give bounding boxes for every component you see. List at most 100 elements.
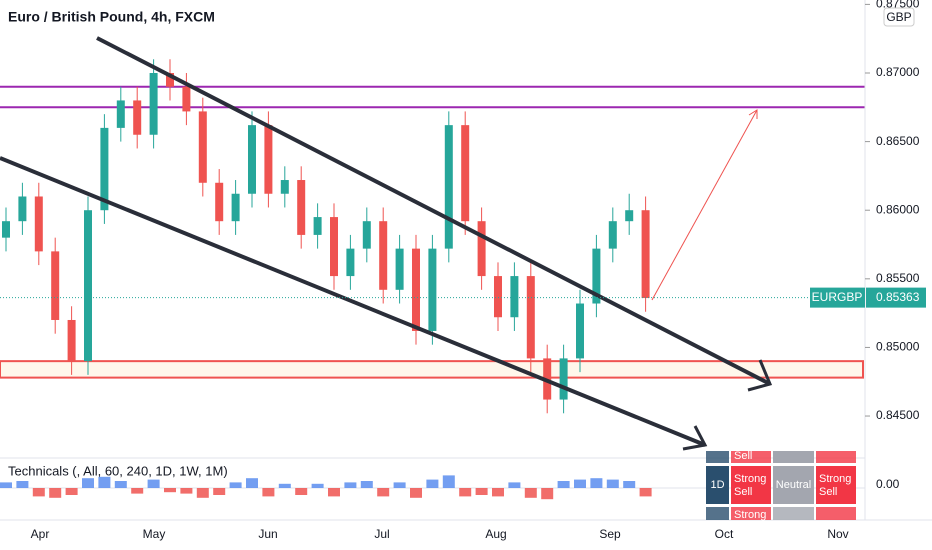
- candle-body: [526, 276, 535, 359]
- candle-body: [362, 221, 371, 249]
- indicator-bar: [590, 478, 603, 488]
- indicator-bar: [623, 481, 636, 488]
- indicator-bar: [98, 476, 111, 488]
- indicator-bar: [442, 475, 455, 488]
- table-top-cell: [773, 451, 814, 463]
- candle-body: [264, 125, 273, 194]
- indicator-bar: [65, 488, 78, 495]
- table-text: 1D: [710, 479, 724, 491]
- candle-body: [67, 319, 76, 362]
- y-tick-label: 0.85000: [876, 340, 920, 354]
- x-tick-label: Jul: [374, 527, 389, 541]
- indicator-bar: [524, 488, 537, 498]
- indicator-bar: [328, 488, 340, 497]
- y-tick-label: 0.87500: [876, 0, 920, 11]
- candle-body: [412, 248, 420, 331]
- y-tick-label: 0.84500: [876, 408, 920, 422]
- table-bottom-cell: [706, 507, 729, 520]
- indicator-bar: [508, 482, 521, 488]
- indicator-bar: [0, 482, 12, 488]
- candle-body: [34, 196, 43, 252]
- table-cell: [731, 466, 771, 504]
- table-top-cell: [731, 451, 771, 463]
- candle-body: [100, 127, 109, 211]
- table-cell: [773, 466, 814, 504]
- indicator-bar: [180, 488, 193, 494]
- y-tick-label: 0.85500: [876, 271, 920, 285]
- table-bottom-cell: [816, 507, 856, 520]
- indicator-title: Technicals (, All, 60, 240, 1D, 1W, 1M): [8, 463, 228, 478]
- candle-body: [477, 221, 486, 277]
- candle-body: [330, 217, 338, 277]
- indicator-bar: [295, 488, 308, 495]
- indicator-bar: [344, 482, 357, 488]
- candle-body: [2, 221, 10, 238]
- indicator-bar: [377, 488, 390, 497]
- candle-body: [313, 217, 322, 235]
- price-tag: [866, 287, 926, 308]
- arrow-head: [682, 425, 708, 451]
- candle-body: [182, 86, 191, 112]
- indicator-bar: [246, 478, 258, 488]
- indicator-bar: [32, 488, 45, 497]
- indicator-bar: [639, 488, 652, 497]
- table-text: Strong Sell: [734, 473, 766, 498]
- candle-body: [18, 196, 27, 222]
- candle-body: [51, 251, 60, 320]
- projection-line: [651, 109, 758, 301]
- indicator-bar: [557, 481, 570, 488]
- indicator-bar: [196, 488, 209, 498]
- indicator-bar: [82, 478, 94, 488]
- indicator-bar: [164, 488, 176, 493]
- y-tick-label: 0.87000: [876, 65, 920, 79]
- indicator-bar: [147, 479, 160, 488]
- candle-body: [510, 276, 519, 318]
- candle-body: [133, 100, 142, 135]
- indicator-bar: [475, 488, 488, 495]
- indicator-bar: [213, 488, 226, 495]
- currency-label: GBP: [886, 10, 911, 24]
- candle-body: [248, 125, 256, 194]
- indicator-bar: [426, 479, 439, 488]
- candle-body: [576, 303, 584, 359]
- candle-body: [215, 182, 224, 222]
- arrow-head: [747, 359, 773, 392]
- zero-label: 0.00: [876, 477, 900, 491]
- symbol-tag: [810, 287, 865, 308]
- indicator-bar: [393, 482, 406, 488]
- x-tick-label: Apr: [31, 527, 50, 541]
- candle-body: [346, 248, 355, 277]
- indicator-bar: [114, 481, 127, 488]
- table-cell: [816, 466, 856, 504]
- candle-body: [297, 180, 306, 235]
- indicator-bar: [311, 483, 324, 488]
- candle-body: [149, 72, 158, 135]
- x-tick-label: Aug: [485, 527, 506, 541]
- candle-body: [84, 210, 92, 362]
- indicator-bar: [541, 488, 554, 500]
- candle-body: [280, 180, 289, 194]
- currency-box: [883, 7, 915, 27]
- candle-body: [379, 221, 388, 290]
- table-top-cell: [706, 451, 729, 463]
- candle-body: [559, 358, 568, 400]
- indicator-bar: [360, 481, 373, 488]
- table-text: Strong Sell: [819, 473, 851, 498]
- candle-body: [641, 210, 650, 299]
- candle-body: [592, 248, 601, 304]
- indicator-bar: [459, 488, 472, 497]
- indicator-bar: [131, 488, 144, 494]
- indicator-bar: [574, 479, 586, 488]
- candle-body: [461, 125, 470, 222]
- indicator-bar: [49, 488, 62, 498]
- indicator-bar: [278, 483, 291, 488]
- indicator-bar: [410, 488, 422, 498]
- table-bottom-cell: [731, 507, 771, 520]
- table-bottom-text: Strong: [734, 509, 766, 521]
- x-tick-label: Nov: [827, 527, 848, 541]
- x-tick-label: May: [143, 527, 166, 541]
- arrow-head: [748, 109, 758, 119]
- indicator-bar: [262, 488, 275, 497]
- table-cell: [706, 466, 729, 504]
